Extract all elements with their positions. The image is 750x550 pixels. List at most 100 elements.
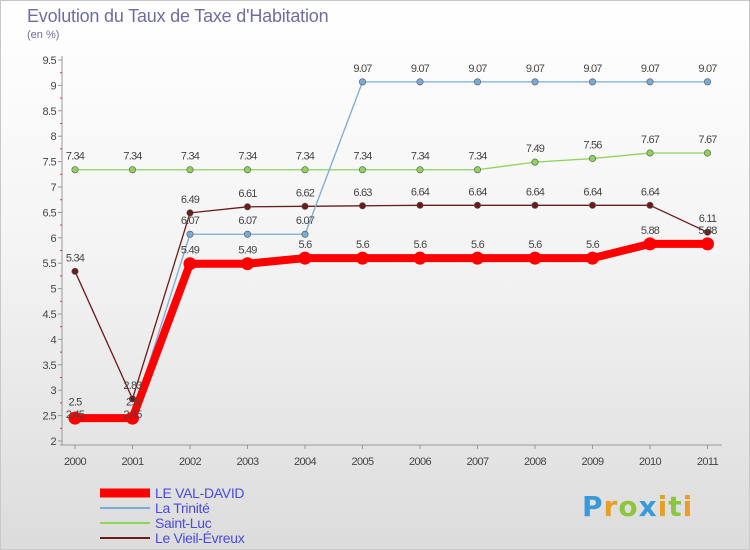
legend-label: Le Vieil-Évreux [155, 530, 245, 546]
y-tick-label: 5.5 [43, 258, 57, 270]
data-label: 9.07 [411, 63, 430, 75]
data-point [588, 78, 596, 86]
data-label: 5.6 [414, 239, 428, 251]
data-label: 7.34 [411, 151, 430, 163]
data-label: 2.45 [123, 409, 142, 421]
data-point [241, 257, 254, 271]
data-point [528, 251, 542, 265]
data-point [473, 166, 481, 174]
y-tick-label: 4.5 [43, 309, 57, 321]
data-point [129, 395, 137, 403]
y-tick-label: 7 [50, 182, 56, 194]
data-label: 9.07 [698, 63, 717, 75]
data-point [646, 78, 654, 86]
y-tick-label: 7.5 [43, 157, 57, 169]
data-point [244, 203, 252, 211]
data-point [68, 411, 82, 425]
data-point [703, 228, 711, 236]
x-tick-label: 2005 [351, 456, 374, 468]
series-line [71, 239, 712, 423]
y-tick-label: 9.5 [43, 55, 57, 67]
data-label: 7.67 [641, 134, 660, 146]
x-tick-label: 2011 [697, 456, 719, 468]
data-point [358, 202, 366, 210]
x-tick-label: 2001 [121, 456, 144, 468]
data-point [586, 251, 599, 265]
data-label: 7.56 [583, 140, 602, 152]
data-label: 7.34 [296, 151, 315, 163]
data-point [71, 166, 79, 174]
data-label: 7.49 [526, 143, 545, 155]
data-point [416, 166, 424, 174]
data-point [703, 78, 711, 86]
data-label: 5.49 [238, 245, 257, 257]
y-tick-label: 3.5 [43, 360, 57, 372]
data-label: 7.34 [181, 151, 200, 163]
data-labels: 5.34 2.83 6.49 6.61 6.62 6.63 6.64 6.64 6.64 6.64… [66, 63, 718, 421]
data-point [301, 166, 309, 174]
data-label: 6.61 [238, 188, 257, 200]
data-point [358, 78, 366, 86]
y-tick-label: 6 [50, 233, 56, 245]
data-label: 9.07 [353, 63, 372, 75]
data-point [183, 257, 197, 271]
data-label: 2.5 [126, 397, 140, 409]
data-label: 5.6 [356, 239, 370, 251]
x-tick-label: 2002 [179, 456, 202, 468]
data-point [471, 251, 484, 265]
logo-letter: x [638, 490, 658, 523]
data-label: 6.64 [583, 186, 602, 198]
data-point [473, 201, 481, 209]
logo-letter: t [668, 490, 683, 523]
data-point [298, 251, 312, 265]
data-label: 6.07 [238, 215, 257, 227]
data-label: 7.34 [66, 151, 85, 163]
data-point [301, 230, 309, 238]
data-label: 6.49 [181, 194, 200, 206]
data-point [244, 166, 252, 174]
data-label: 5.6 [471, 239, 485, 251]
data-label: 5.88 [641, 225, 660, 237]
data-point [701, 237, 714, 251]
data-label: 2.5 [69, 397, 83, 409]
x-tick-label: 2003 [236, 456, 259, 468]
legend-label: Saint-Luc [155, 515, 212, 531]
series-line [74, 81, 709, 417]
data-point [531, 201, 539, 209]
y-tick-label: 4 [50, 334, 56, 346]
y-tick-label: 5 [50, 284, 56, 296]
legend-label: La Trinité [155, 500, 210, 516]
data-label: 7.34 [123, 151, 142, 163]
logo-letter: i [682, 490, 694, 523]
data-point [473, 78, 481, 86]
x-tick-label: 2004 [294, 456, 317, 468]
logo-letter: P [582, 490, 604, 523]
data-point [703, 149, 711, 157]
logo-letter: r [603, 490, 619, 523]
y-tick-label: 6.5 [43, 207, 57, 219]
data-label: 6.07 [181, 215, 200, 227]
data-point [643, 237, 657, 251]
data-label: 5.6 [299, 239, 313, 251]
data-point [646, 149, 654, 157]
data-point [126, 411, 139, 425]
y-axis-unit-label: (en %) [27, 29, 60, 41]
data-label: 5.6 [586, 239, 600, 251]
data-label: 7.34 [468, 151, 487, 163]
x-tick-label: 2010 [639, 456, 662, 468]
data-point [71, 267, 79, 275]
y-tick-label: 3 [50, 385, 56, 397]
data-label: 7.34 [238, 151, 257, 163]
data-point [413, 251, 427, 265]
brand-logo: Proxiti [582, 490, 693, 523]
series-lines [71, 81, 712, 423]
x-tick-label: 2008 [524, 456, 547, 468]
data-point [186, 230, 194, 238]
x-tick-label: 2009 [581, 456, 604, 468]
data-point [244, 230, 252, 238]
y-tick-label: 8 [50, 131, 56, 143]
data-label: 6.64 [468, 186, 487, 198]
data-label: 5.49 [181, 245, 200, 257]
